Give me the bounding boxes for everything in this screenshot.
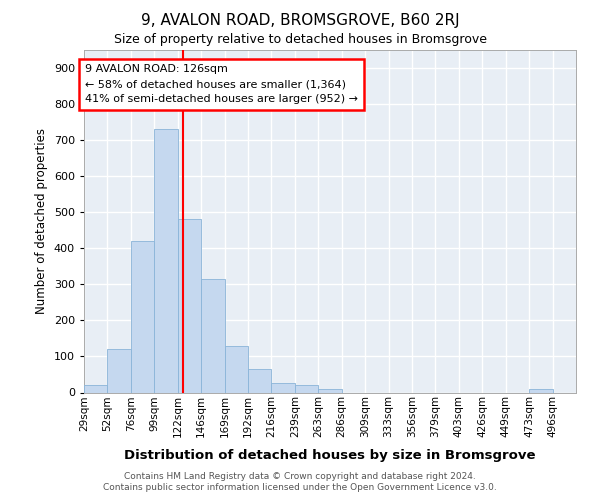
X-axis label: Distribution of detached houses by size in Bromsgrove: Distribution of detached houses by size … [124, 448, 536, 462]
Bar [178, 220, 201, 392]
Text: 9, AVALON ROAD, BROMSGROVE, B60 2RJ: 9, AVALON ROAD, BROMSGROVE, B60 2RJ [140, 12, 460, 28]
Bar [295, 386, 318, 392]
Text: Size of property relative to detached houses in Bromsgrove: Size of property relative to detached ho… [113, 32, 487, 46]
Bar [107, 349, 131, 393]
Bar [154, 130, 178, 392]
Text: 9 AVALON ROAD: 126sqm
← 58% of detached houses are smaller (1,364)
41% of semi-d: 9 AVALON ROAD: 126sqm ← 58% of detached … [85, 64, 358, 104]
Bar [318, 389, 342, 392]
Bar [529, 389, 553, 392]
Bar [224, 346, 248, 393]
Text: Contains HM Land Registry data © Crown copyright and database right 2024.
Contai: Contains HM Land Registry data © Crown c… [103, 472, 497, 492]
Bar [131, 241, 154, 392]
Bar [248, 369, 271, 392]
Bar [84, 386, 107, 392]
Bar [201, 279, 224, 392]
Y-axis label: Number of detached properties: Number of detached properties [35, 128, 48, 314]
Bar [271, 384, 295, 392]
